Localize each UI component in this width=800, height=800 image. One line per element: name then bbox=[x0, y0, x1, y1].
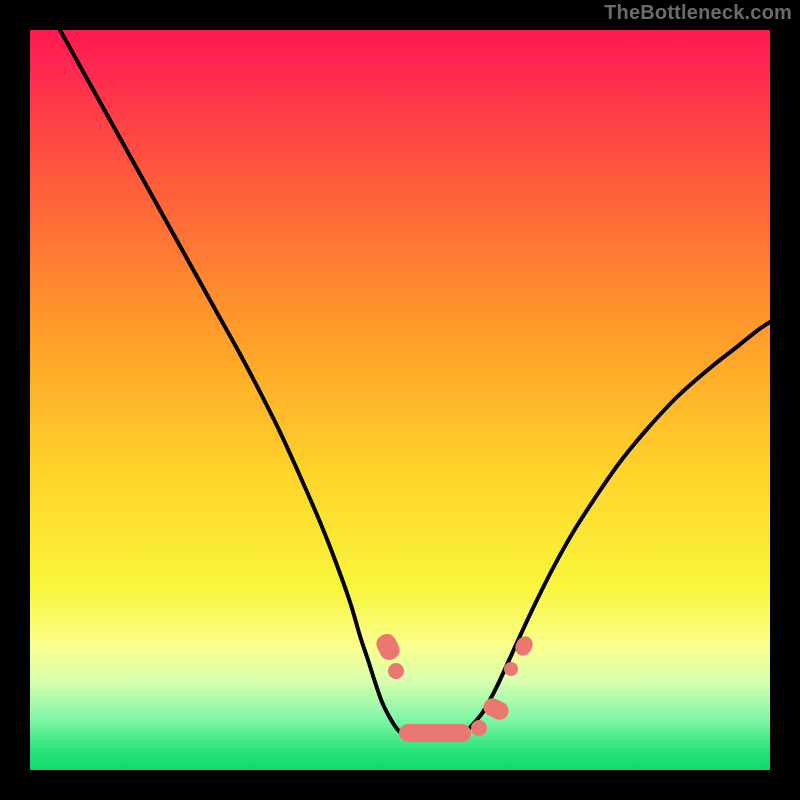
bottleneck-curve-chart bbox=[0, 0, 800, 800]
plot-background bbox=[30, 30, 770, 770]
watermark-text: TheBottleneck.com bbox=[604, 2, 792, 25]
curve-annotation bbox=[471, 720, 487, 736]
curve-annotation bbox=[399, 724, 471, 742]
chart-stage: TheBottleneck.com bbox=[0, 0, 800, 800]
curve-annotation bbox=[504, 662, 518, 676]
curve-annotation bbox=[388, 663, 404, 679]
